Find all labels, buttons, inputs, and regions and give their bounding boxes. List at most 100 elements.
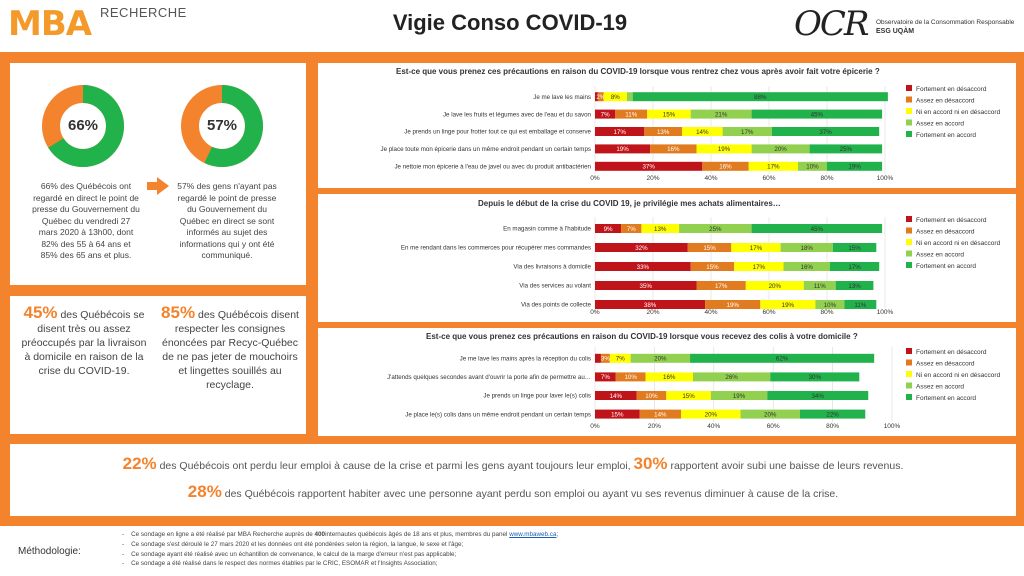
- chart-1-x-tick-label: 40%: [704, 175, 717, 182]
- arrow-right-icon: [157, 177, 169, 195]
- chart-1-title: Est-ce que vous prenez ces précautions e…: [396, 67, 880, 76]
- chart-panel-1: Est-ce que vous prenez ces précautions e…: [318, 63, 1016, 188]
- chart-1-data-label: 20%: [774, 146, 787, 153]
- chart-1-legend-label: Assez en accord: [916, 120, 964, 127]
- chart-1-bar-segment: [748, 161, 798, 171]
- chart-2-legend-label: Ni en accord ni en désaccord: [916, 240, 1001, 247]
- chart-1-data-label: 19%: [848, 164, 861, 171]
- chart-1-bar-segment: [650, 144, 697, 154]
- chart-panel-2: Depuis le début de la crise du COVID 19,…: [318, 194, 1016, 322]
- chart-3-bar-segment: [600, 353, 610, 363]
- chart-2-svg: 0% 20% 40% 60% 80% 100% En magasin comme à l'h…: [401, 216, 1001, 316]
- chart-3-legend-label: Fortement en accord: [916, 395, 976, 402]
- bottom-line-1: 22% des Québécois ont perdu leur emploi …: [10, 454, 1016, 474]
- chart-3-bar-segment: [681, 409, 741, 419]
- chart-1-legend-label: Assez en désaccord: [916, 97, 975, 104]
- chart-2-data-label: 19%: [782, 302, 795, 309]
- donut-1-label: 66%: [67, 117, 99, 134]
- chart-3-bar-segment: [767, 391, 869, 400]
- chart-1-legend-label: Fortement en désaccord: [916, 86, 987, 93]
- chart-3-data-label: 10%: [645, 393, 658, 400]
- chart-3-bar-segment: [595, 353, 601, 363]
- chart-1-data-label: 7%: [601, 111, 610, 118]
- chart-1-data-label: 16%: [667, 146, 680, 153]
- chart-1-data-label: 45%: [811, 111, 824, 118]
- chart-1-bar-segment: [751, 109, 883, 119]
- chart-3-title: Est-ce que vous prenez ces précautions e…: [426, 332, 858, 341]
- chart-3-data-label: 20%: [705, 411, 718, 418]
- chart-2-data-label: 33%: [637, 264, 650, 271]
- ocr-logo: OCR: [794, 4, 869, 44]
- chart-2-bar-segment: [783, 262, 830, 271]
- chart-3-legend-label: Fortement en désaccord: [916, 349, 987, 356]
- methodology-item-3: - Ce sondage ayant été réalisé avec un é…: [122, 550, 457, 558]
- chart-2-category-label: En me rendant dans les commerces pour ré…: [401, 245, 591, 252]
- chart-2-bar-segment: [696, 281, 746, 290]
- chart-2-bar-segment: [595, 281, 697, 290]
- chart-1-legend-swatch: [906, 96, 912, 103]
- chart-3-legend-swatch: [906, 382, 912, 389]
- chart-3-data-label: 30%: [809, 374, 822, 381]
- chart-3-data-label: 3%: [601, 356, 610, 363]
- chart-1-legend-swatch: [906, 85, 912, 91]
- stat-45-value: 45%: [23, 303, 58, 322]
- chart-1-bar-segment: [682, 127, 723, 136]
- chart-2-x-tick-label: 100%: [877, 309, 894, 316]
- stat-85-value: 85%: [161, 303, 196, 322]
- chart-2-data-label: 25%: [709, 226, 722, 233]
- chart-1-data-label: 16%: [719, 164, 732, 171]
- chart-1-data-label: 37%: [642, 164, 655, 171]
- chart-1-data-label: 21%: [715, 111, 728, 118]
- chart-1-data-label: 37%: [819, 129, 832, 136]
- panel-link[interactable]: www.mbaweb.ca: [509, 531, 557, 538]
- chart-2-x-tick-label: 0%: [590, 309, 600, 316]
- chart-2-data-label: 15%: [848, 245, 861, 252]
- chart-1-legend-label: Fortement en accord: [916, 132, 976, 139]
- chart-2-data-label: 16%: [801, 264, 814, 271]
- chart-3-data-label: 15%: [611, 411, 624, 418]
- chart-3-data-label: 22%: [826, 411, 839, 418]
- chart-1-bar-segment: [626, 92, 633, 102]
- chart-2-x-tick-label: 40%: [704, 309, 717, 316]
- chart-1-data-label: 88%: [754, 94, 767, 101]
- chart-2-data-label: 17%: [848, 264, 861, 271]
- chart-1-data-label: 17%: [613, 129, 626, 136]
- chart-3-data-label: 14%: [610, 393, 623, 400]
- chart-3-data-label: 14%: [654, 411, 667, 418]
- chart-3-category-label: Je me lave les mains après la réception …: [460, 356, 591, 363]
- stat-30-text: rapportent avoir subi une baisse de leur…: [670, 460, 904, 472]
- chart-3-x-tick-label: 100%: [884, 423, 901, 430]
- chart-3-data-label: 34%: [812, 393, 825, 400]
- donut-2-description: 57% des gens n'ayant pas regardé le poin…: [177, 181, 277, 260]
- mba-logo-subtitle: RECHERCHE: [100, 5, 187, 20]
- arrow-icon-tail: [147, 182, 158, 190]
- chart-1-bar-segment: [632, 92, 888, 102]
- donut-2-label: 57%: [206, 117, 238, 134]
- chart-1-bar-segment: [722, 127, 772, 136]
- methodology-item-1: - Ce sondage en ligne a été réalisé par …: [122, 531, 559, 538]
- chart-2-data-label: 17%: [753, 264, 766, 271]
- chart-3-data-label: 10%: [624, 374, 637, 381]
- chart-2-data-label: 13%: [654, 226, 667, 233]
- chart-2-data-label: 32%: [635, 245, 648, 252]
- chart-1-legend-swatch: [906, 119, 912, 126]
- stat-28-value: 28%: [187, 482, 222, 501]
- chart-2-bar-segment: [621, 224, 642, 233]
- chart-3-legend-label: Assez en désaccord: [916, 360, 975, 367]
- chart-3-data-label: 20%: [764, 411, 777, 418]
- chart-2-category-label: Via des points de collecte: [521, 302, 592, 309]
- chart-3-x-tick-label: 60%: [767, 423, 780, 430]
- chart-2-title: Depuis le début de la crise du COVID 19,…: [478, 199, 781, 208]
- chart-1-data-label: 25%: [840, 146, 853, 153]
- stat-85-text: des Québécois disent respecter les consi…: [162, 309, 299, 391]
- chart-2-bar-segment: [731, 243, 781, 252]
- chart-1-bar-segment: [644, 127, 682, 136]
- chart-2-legend-swatch: [906, 239, 912, 245]
- chart-2-data-label: 13%: [848, 283, 861, 290]
- chart-2-legend-label: Fortement en accord: [916, 263, 976, 270]
- chart-1-data-label: 19%: [616, 146, 629, 153]
- chart-2-data-label: 15%: [706, 264, 719, 271]
- chart-2-bar-segment: [690, 262, 735, 271]
- chart-3-legend-swatch: [906, 348, 912, 354]
- chart-1-bar-segment: [771, 127, 880, 136]
